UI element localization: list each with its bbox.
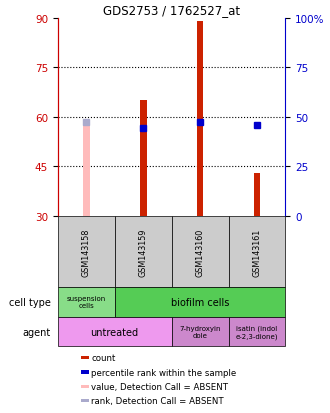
Text: GSM143161: GSM143161 bbox=[252, 228, 261, 276]
Bar bbox=[115, 216, 172, 287]
Bar bbox=[140, 101, 147, 216]
Bar bbox=[81, 399, 89, 403]
Text: GSM143158: GSM143158 bbox=[82, 228, 91, 276]
Text: cell type: cell type bbox=[9, 297, 51, 307]
Text: rank, Detection Call = ABSENT: rank, Detection Call = ABSENT bbox=[91, 396, 224, 405]
Bar bbox=[58, 216, 115, 287]
Text: untreated: untreated bbox=[91, 327, 139, 337]
Text: GSM143159: GSM143159 bbox=[139, 228, 148, 276]
Text: 7-hydroxyin
dole: 7-hydroxyin dole bbox=[179, 325, 221, 338]
Bar bbox=[81, 370, 89, 374]
Bar bbox=[115, 287, 285, 317]
Bar bbox=[83, 121, 90, 216]
Bar bbox=[81, 356, 89, 360]
Bar bbox=[197, 22, 204, 216]
Bar bbox=[228, 216, 285, 287]
Bar bbox=[253, 173, 260, 216]
Title: GDS2753 / 1762527_at: GDS2753 / 1762527_at bbox=[103, 5, 240, 17]
Bar bbox=[172, 216, 228, 287]
Text: agent: agent bbox=[23, 327, 51, 337]
Text: percentile rank within the sample: percentile rank within the sample bbox=[91, 368, 236, 377]
Text: GSM143160: GSM143160 bbox=[196, 228, 205, 276]
Text: isatin (indol
e-2,3-dione): isatin (indol e-2,3-dione) bbox=[236, 325, 278, 339]
Text: suspension
cells: suspension cells bbox=[67, 296, 106, 309]
Text: value, Detection Call = ABSENT: value, Detection Call = ABSENT bbox=[91, 382, 228, 391]
Bar bbox=[228, 317, 285, 347]
Bar bbox=[81, 385, 89, 388]
Text: biofilm cells: biofilm cells bbox=[171, 297, 229, 307]
Text: count: count bbox=[91, 354, 116, 362]
Bar bbox=[172, 317, 228, 347]
Bar bbox=[58, 287, 115, 317]
Bar bbox=[58, 317, 172, 347]
